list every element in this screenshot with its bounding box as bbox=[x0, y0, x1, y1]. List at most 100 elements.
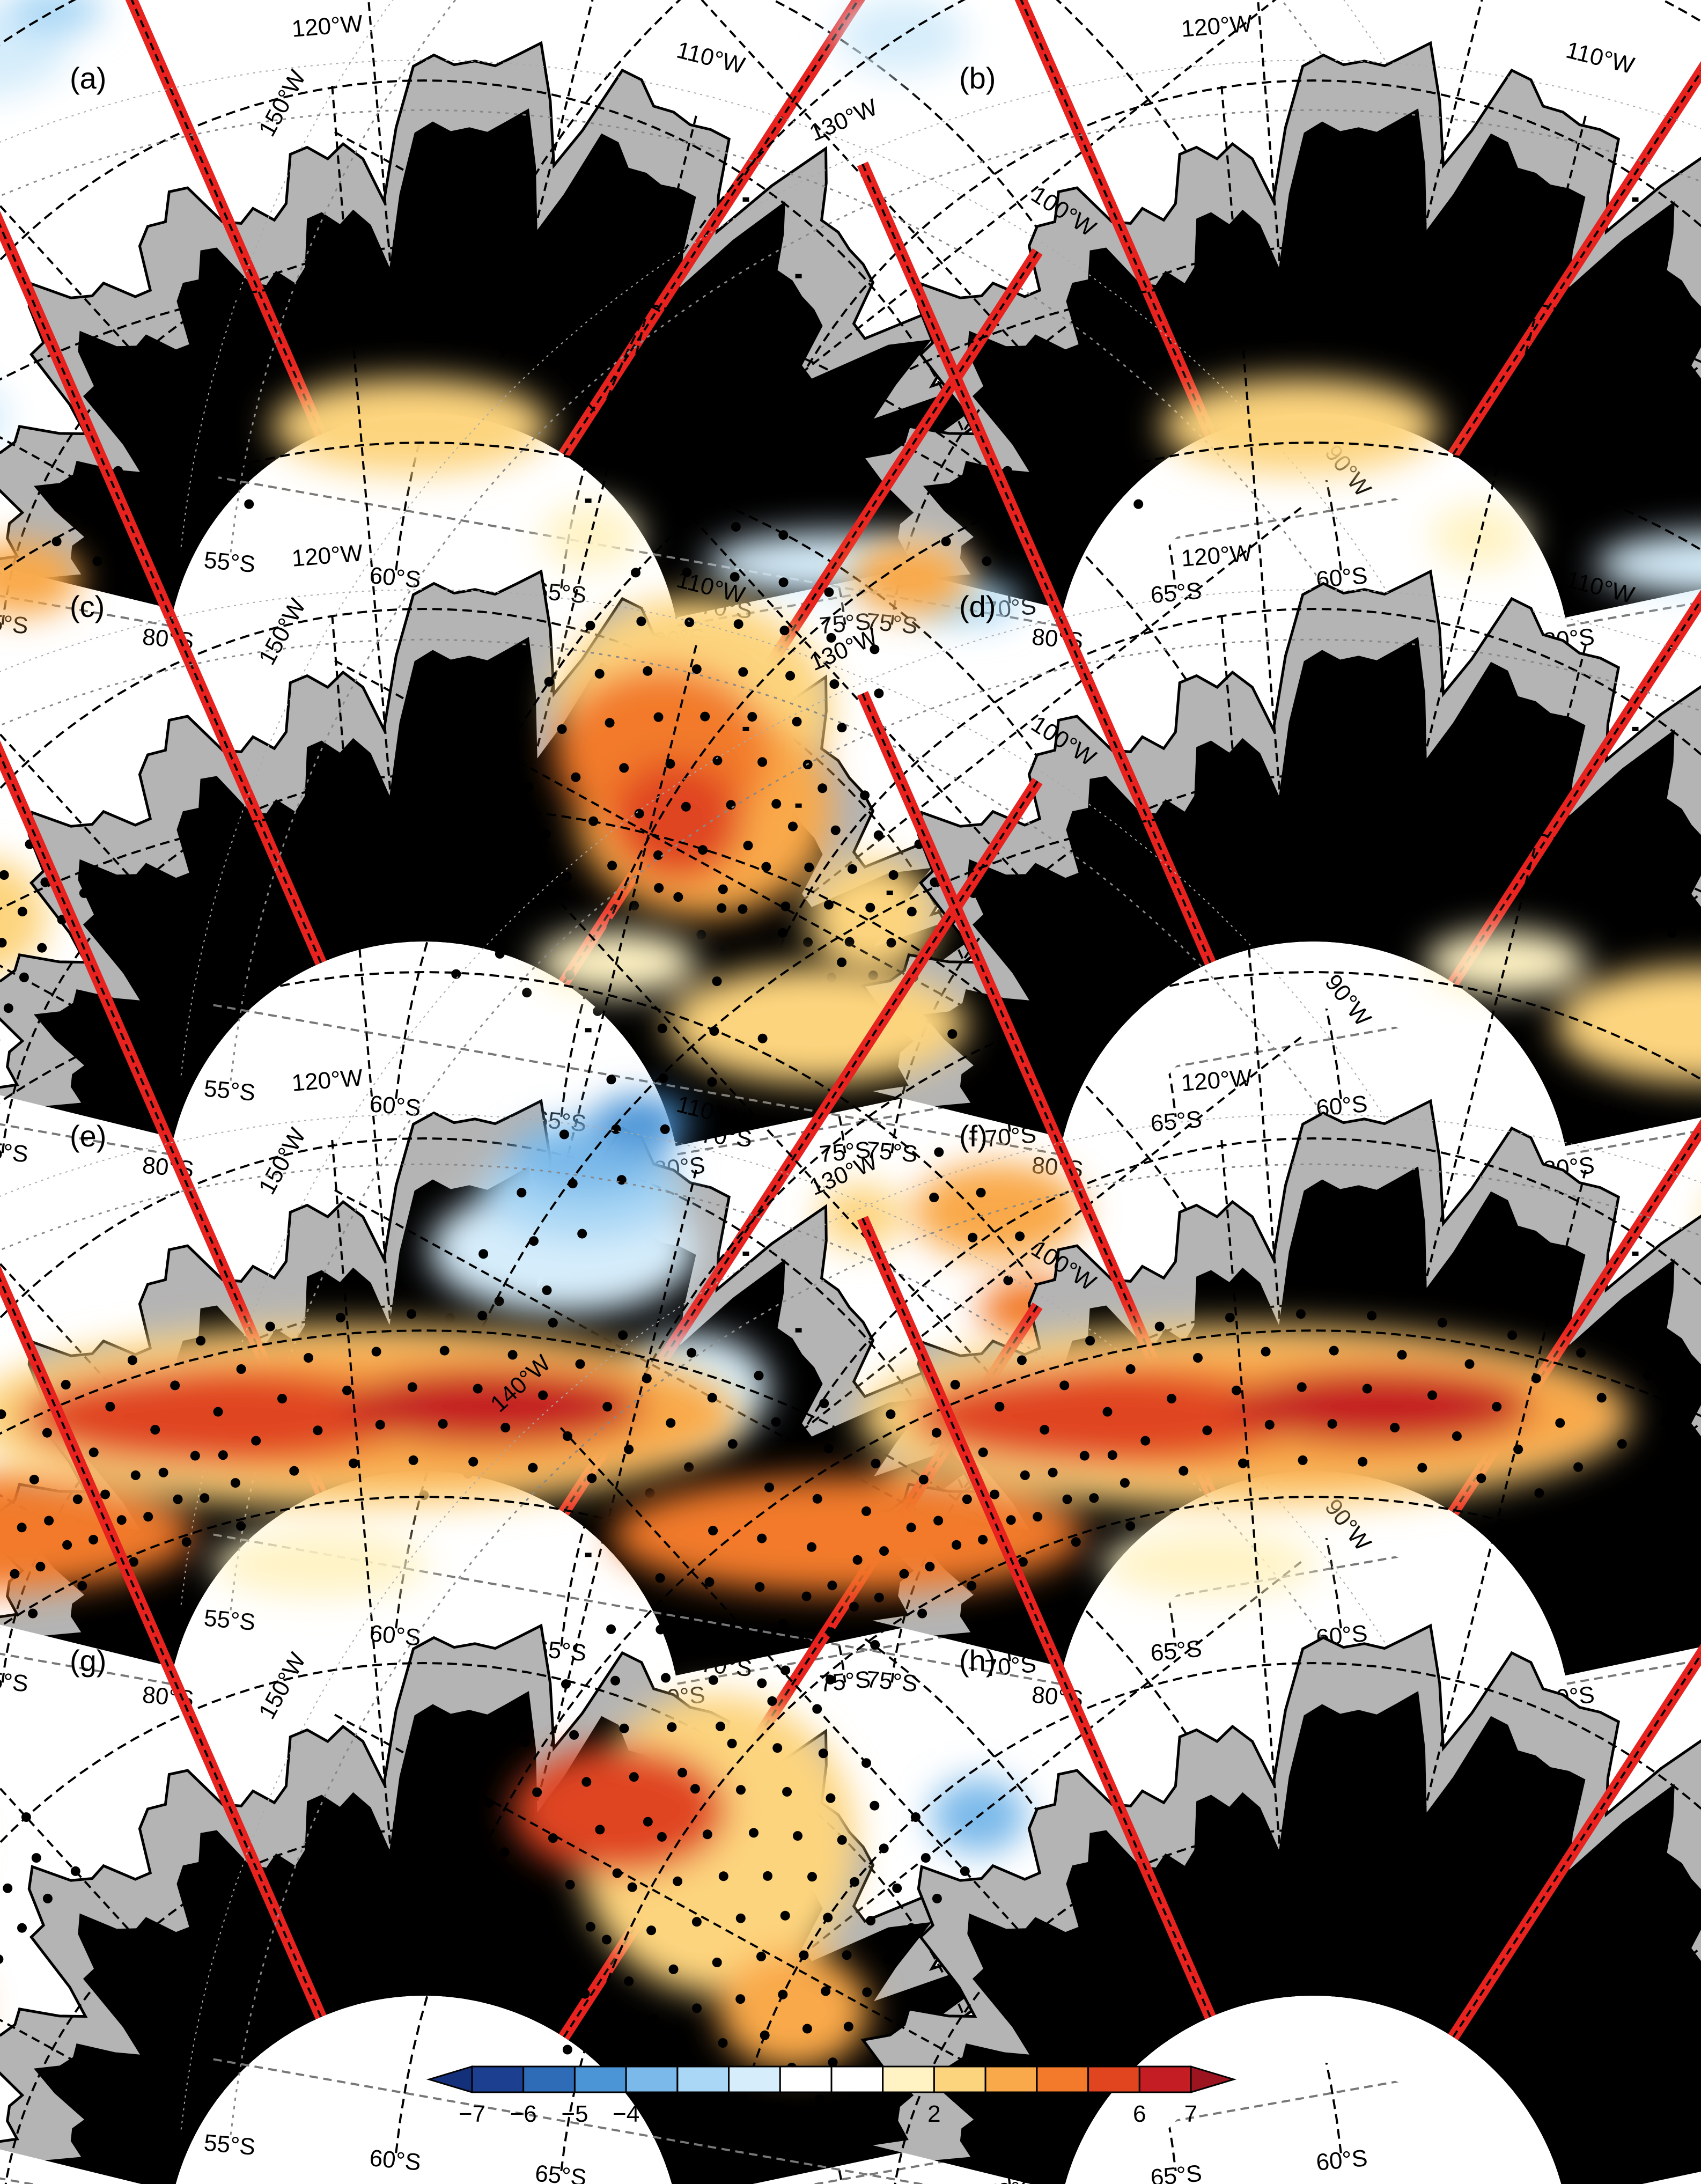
stipple-dot bbox=[1596, 1393, 1607, 1403]
meridian-90 bbox=[625, 1033, 1306, 1570]
stipple-dot bbox=[754, 1371, 764, 1381]
meridian-150 bbox=[329, 128, 1088, 548]
stipple-dot bbox=[1417, 1462, 1427, 1473]
stipple-dot bbox=[226, 428, 236, 438]
lat-label-left-75: 75°S bbox=[0, 1137, 30, 1168]
meridian-150 bbox=[329, 1711, 1088, 2130]
highlight-meridian-dash-130 bbox=[861, 1217, 1212, 2018]
stipple-dot bbox=[636, 616, 646, 627]
stipple-dot bbox=[10, 1569, 20, 1579]
stipple-dot bbox=[702, 1829, 712, 1840]
stipple-dot bbox=[804, 862, 814, 872]
stipple-dot bbox=[1427, 1390, 1438, 1400]
stipple-dot bbox=[89, 1447, 99, 1458]
colorbar-segment-7 bbox=[830, 2065, 884, 2093]
stipple-dot bbox=[236, 1521, 246, 1531]
pole-cap bbox=[1056, 942, 1571, 1197]
highlight-meridian-dash-100 bbox=[563, 780, 1039, 1513]
latitude-circle-65 bbox=[0, 970, 1177, 1647]
meridian-75 bbox=[677, 1532, 1529, 1685]
stipple-dot bbox=[1081, 514, 1092, 524]
stipple-dot bbox=[289, 1466, 299, 1476]
stipple-dot bbox=[982, 556, 992, 567]
island-3 bbox=[1632, 726, 1639, 731]
colorbar-tick-label: −1 bbox=[767, 2101, 793, 2127]
anomaly-blob-3 bbox=[612, 1475, 1084, 1594]
stipple-dot bbox=[757, 757, 768, 767]
stipple-dot bbox=[0, 938, 7, 948]
map-panel-h: 150°W140°W130°W120°W110°W100°W90°W80°W55… bbox=[180, 1064, 1701, 2184]
lat-label-left-55: 55°S bbox=[203, 547, 256, 578]
stipple-dot bbox=[780, 1665, 791, 1675]
lon-label-110: 110°W bbox=[674, 36, 748, 79]
lat-label-left-55: 55°S bbox=[203, 1075, 256, 1106]
lat-label-left-60: 60°S bbox=[369, 562, 422, 593]
stipple-dot bbox=[452, 1862, 462, 1872]
colorbar-tick-label: −3 bbox=[664, 2101, 691, 2127]
stipple-dot bbox=[1452, 1431, 1462, 1441]
stipple-dot bbox=[1677, 1465, 1688, 1475]
panel-label-b: (b) bbox=[959, 61, 996, 95]
stipple-dot bbox=[539, 1937, 549, 1947]
stipple-dot bbox=[520, 1737, 530, 1747]
anomaly-blob-3 bbox=[6, 0, 104, 34]
stipple-dot bbox=[569, 1730, 579, 1740]
stipple-dot bbox=[507, 1350, 518, 1360]
stipple-dot bbox=[761, 862, 771, 872]
stipple-dot bbox=[788, 1465, 798, 1475]
meridian-160 bbox=[0, 2177, 38, 2184]
stipple-dot bbox=[779, 626, 790, 636]
meridian-110 bbox=[1375, 110, 1588, 950]
outer-boundary bbox=[0, 59, 1557, 1076]
anomaly-blob-7 bbox=[1595, 532, 1701, 597]
meridian-90 bbox=[625, 0, 1277, 512]
stipple-dot bbox=[738, 667, 748, 677]
stipple-dot bbox=[778, 530, 789, 540]
stipple-dot bbox=[605, 718, 615, 728]
anomaly-blob-5 bbox=[0, 858, 47, 976]
colorbar-segment-6 bbox=[779, 2065, 833, 2093]
stipple-dot bbox=[842, 1950, 852, 1960]
island-0 bbox=[795, 1328, 802, 1333]
stipple-dot bbox=[654, 883, 664, 893]
stipple-dot bbox=[77, 1580, 87, 1591]
stipple-dot bbox=[200, 1493, 210, 1503]
stipple-dot bbox=[666, 1418, 676, 1428]
stipple-dot bbox=[788, 821, 798, 832]
lat-label-right-65: 65°S bbox=[1150, 1636, 1203, 1667]
colorbar-segment-0 bbox=[471, 2065, 525, 2093]
latitude-circle-70 bbox=[0, 1137, 1012, 1665]
island-1 bbox=[585, 1553, 592, 1557]
meridian-110 bbox=[485, 1164, 699, 2004]
stipple-dot bbox=[978, 1447, 988, 1458]
stipple-dot bbox=[1040, 1425, 1050, 1435]
stipple-dot bbox=[1033, 1512, 1043, 1522]
anomaly-blob-3 bbox=[0, 1475, 195, 1594]
stipple-dot bbox=[1125, 1521, 1136, 1531]
stipple-dot bbox=[251, 1436, 261, 1446]
anomaly-blob-9 bbox=[213, 1532, 429, 1597]
stipple-dot bbox=[821, 1986, 831, 1996]
stipple-dot bbox=[629, 1772, 639, 1782]
stipple-dot bbox=[681, 801, 691, 812]
island-2 bbox=[886, 891, 893, 895]
highlight-meridian-dash-100 bbox=[563, 1305, 1039, 2038]
stipple-dot bbox=[708, 1526, 718, 1536]
lat-label-left-55: 55°S bbox=[203, 1605, 256, 1636]
meridian-140 bbox=[0, 1786, 252, 2064]
colorbar: −7 −6 −5 −4 −3 −2 −1 0 1 2 3 4 5 6 7 bbox=[426, 2065, 1237, 2127]
stipple-dot bbox=[447, 862, 458, 872]
stipple-dot bbox=[1660, 1417, 1670, 1427]
colorbar-segment-2 bbox=[573, 2065, 627, 2093]
stipple-dot bbox=[870, 1640, 880, 1650]
stipple-dot bbox=[829, 679, 840, 689]
stipple-dot bbox=[870, 644, 880, 655]
coastline bbox=[860, 41, 1701, 563]
stipple-dot bbox=[468, 1457, 478, 1467]
colorbar-tick-label: −5 bbox=[561, 2101, 588, 2127]
stipple-dot bbox=[828, 2057, 838, 2068]
outer-boundary bbox=[0, 1113, 1557, 2130]
stipple-dot bbox=[778, 928, 788, 938]
stipple-dot bbox=[1102, 1407, 1113, 1417]
stipple-dot bbox=[1606, 903, 1616, 913]
